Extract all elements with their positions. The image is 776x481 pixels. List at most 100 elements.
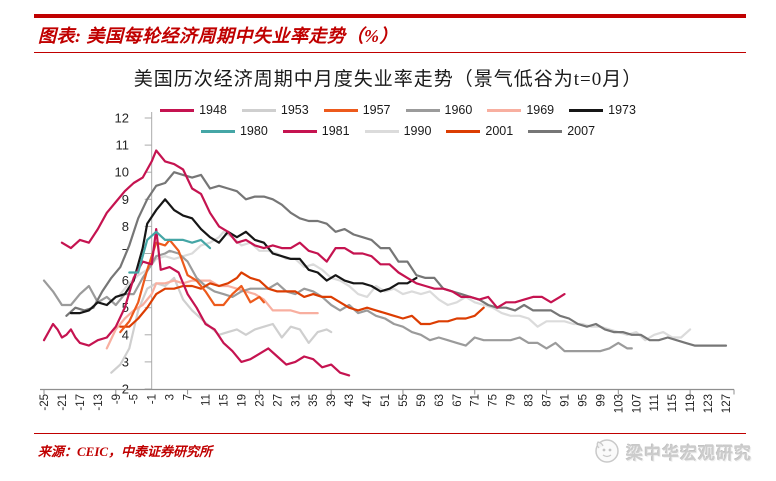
legend-swatch-1990	[364, 129, 399, 133]
x-axis-label: 3	[165, 394, 177, 400]
legend-item-2007: 2007	[528, 124, 595, 138]
y-axis-label: 11	[116, 138, 130, 153]
chart-legend: 1948 1953 1957 1960 1969 1973 1980 1981 1990 200…	[20, 103, 776, 145]
legend-swatch-2001	[446, 129, 481, 133]
x-axis-label: 55	[398, 394, 410, 407]
page-title: 图表: 美国每轮经济周期中失业率走势（%）	[38, 26, 398, 46]
wechat-logo-icon	[595, 439, 619, 463]
x-axis-label: 23	[254, 394, 266, 407]
x-axis-label: 71	[470, 394, 482, 407]
x-axis-label: -13	[93, 394, 105, 411]
legend-item-1960: 1960	[405, 103, 473, 117]
legend-item-2001: 2001	[446, 124, 513, 138]
y-axis: 23456789101112	[115, 111, 153, 397]
x-axis-label: 47	[362, 394, 374, 407]
header-accent-bar	[34, 14, 746, 18]
x-axis-label: -21	[57, 394, 69, 411]
header-divider	[34, 52, 746, 53]
x-axis-label: 91	[559, 394, 571, 407]
series-line-1969	[105, 279, 319, 350]
x-axis-label: -25	[39, 394, 51, 411]
x-axis-label: 127	[721, 394, 733, 413]
x-axis-label: -9	[111, 394, 123, 404]
x-axis-label: 31	[290, 394, 302, 407]
legend-label: 1948	[199, 103, 227, 117]
series-line-1990	[119, 230, 692, 342]
series-line-1980	[128, 230, 212, 274]
y-axis-label: 6	[122, 273, 129, 288]
legend-label: 1953	[280, 103, 309, 117]
legend-label: 1981	[321, 124, 350, 138]
x-axis-label: 35	[308, 394, 320, 407]
x-axis-label: 103	[613, 394, 625, 413]
x-axis-label: -1	[147, 394, 159, 404]
series-line-1973	[69, 198, 418, 315]
series-line-1948	[42, 228, 351, 377]
x-axis-label: 15	[218, 394, 230, 407]
y-axis-label: 3	[122, 354, 129, 369]
legend-item-1973: 1973	[569, 103, 636, 117]
legend-swatch-1980	[200, 129, 235, 133]
x-axis-label: 67	[452, 394, 464, 407]
x-axis-label: 107	[631, 394, 643, 413]
legend-swatch-1981	[282, 129, 317, 133]
legend-label: 2007	[567, 124, 596, 138]
series-lines	[42, 149, 728, 377]
x-axis-label: 7	[183, 394, 195, 400]
legend-swatch-2007	[528, 129, 563, 133]
y-axis-label: 10	[115, 165, 129, 180]
source-text: 来源：CEIC，中泰证券研究所	[38, 444, 213, 459]
legend-item-1980: 1980	[200, 124, 268, 138]
x-axis-label: 99	[595, 394, 607, 407]
y-axis-label: 8	[122, 219, 129, 234]
y-axis-label: 12	[115, 111, 129, 126]
footer-divider	[34, 433, 746, 434]
legend-label: 1973	[608, 103, 636, 117]
x-axis-label: 11	[201, 394, 213, 406]
y-axis-label: 4	[122, 327, 129, 342]
legend-swatch-1973	[569, 108, 604, 112]
series-line-2007	[65, 171, 728, 347]
x-axis-label: 27	[272, 394, 284, 407]
x-axis-label: 115	[667, 394, 679, 412]
legend-item-1948: 1948	[160, 103, 227, 117]
x-axis-label: 59	[416, 394, 428, 407]
x-axis-label: 119	[685, 394, 697, 412]
chart-title: 美国历次经济周期中月度失业率走势（景气低谷为t=0月）	[133, 69, 643, 90]
legend-item-1981: 1981	[282, 124, 350, 138]
x-axis-label: 19	[236, 394, 248, 407]
y-axis-label: 9	[122, 192, 129, 207]
legend-item-1990: 1990	[364, 124, 432, 138]
x-axis-label: 75	[488, 394, 500, 407]
x-axis-label: 79	[506, 394, 518, 407]
legend-label: 1990	[403, 124, 432, 138]
legend-swatch-1948	[160, 108, 195, 112]
x-axis-label: 111	[649, 394, 661, 411]
x-axis-label: 95	[577, 394, 589, 407]
legend-label: 1980	[239, 124, 268, 138]
legend-swatch-1957	[323, 108, 358, 112]
watermark-text: 梁中华宏观研究	[626, 443, 752, 463]
legend-swatch-1953	[241, 108, 276, 112]
legend-swatch-1960	[405, 108, 440, 112]
x-axis-label: -17	[75, 394, 87, 411]
legend-item-1957: 1957	[323, 103, 391, 117]
series-line-2001	[119, 271, 485, 328]
legend-label: 1957	[362, 103, 391, 117]
watermark: 梁中华宏观研究	[594, 438, 752, 464]
series-line-1981	[60, 149, 566, 309]
x-axis-label: 51	[380, 394, 392, 407]
x-axis-label: 87	[542, 394, 554, 407]
x-axis-label: -5	[129, 394, 141, 404]
x-axis-label: 63	[434, 394, 446, 407]
legend-row-2: 1980 1981 1990 2001 2007	[20, 124, 776, 138]
legend-item-1969: 1969	[487, 103, 554, 117]
x-axis-label: 39	[326, 394, 338, 407]
series-line-1960	[42, 249, 633, 353]
x-axis-label: 43	[344, 394, 356, 407]
series-line-1953	[110, 276, 333, 374]
legend-label: 1960	[444, 103, 473, 117]
series-line-1957	[119, 238, 265, 334]
